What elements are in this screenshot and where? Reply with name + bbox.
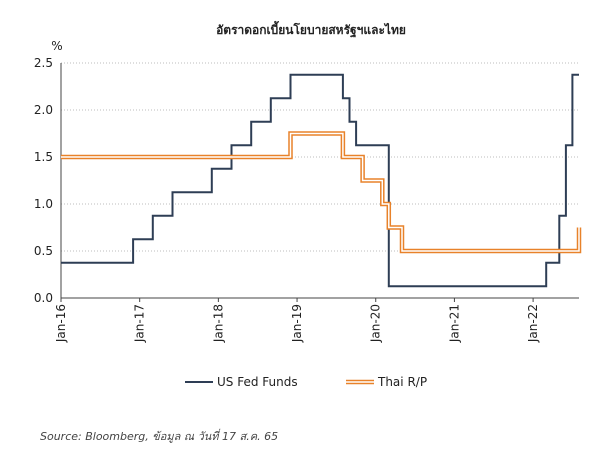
y-tick-label: 2.0	[34, 103, 53, 117]
legend-label: US Fed Funds	[217, 375, 298, 389]
y-tick-label: 2.5	[34, 56, 53, 70]
y-axis-label: %	[51, 39, 62, 53]
y-tick-label: 1.0	[34, 197, 53, 211]
series-line-thai-rp-inner	[61, 132, 580, 252]
legend: US Fed Funds Thai R/P	[185, 375, 427, 389]
x-tick-label: Jan-16	[54, 304, 68, 343]
source-note: Source: Bloomberg, ข้อมูล ณ วันที่ 17 ส.…	[40, 430, 279, 443]
x-tick-label: Jan-20	[369, 304, 383, 343]
x-tick-label: Jan-18	[211, 304, 225, 343]
legend-label: Thai R/P	[377, 375, 427, 389]
chart-title: อัตราดอกเบี้ยนโยบายสหรัฐฯและไทย	[216, 20, 406, 38]
series-group	[61, 73, 582, 288]
y-axis: 0.0 0.5 1.0 1.5 2.0 2.5	[34, 56, 62, 305]
y-tick-label: 1.5	[34, 150, 53, 164]
x-tick-label: Jan-22	[526, 304, 540, 343]
gridlines	[61, 62, 579, 299]
series-line-thai-rp-outer	[61, 131, 582, 254]
x-tick-label: Jan-19	[290, 304, 304, 343]
series-line-us-fed-funds	[61, 73, 579, 288]
x-tick-label: Jan-17	[133, 304, 147, 343]
x-tick-label: Jan-21	[447, 304, 461, 343]
y-tick-label: 0.5	[34, 244, 53, 258]
y-tick-label: 0.0	[34, 291, 53, 305]
x-axis: Jan-16 Jan-17 Jan-18 Jan-19 Jan-20 Jan-21 Jan-…	[54, 297, 579, 343]
